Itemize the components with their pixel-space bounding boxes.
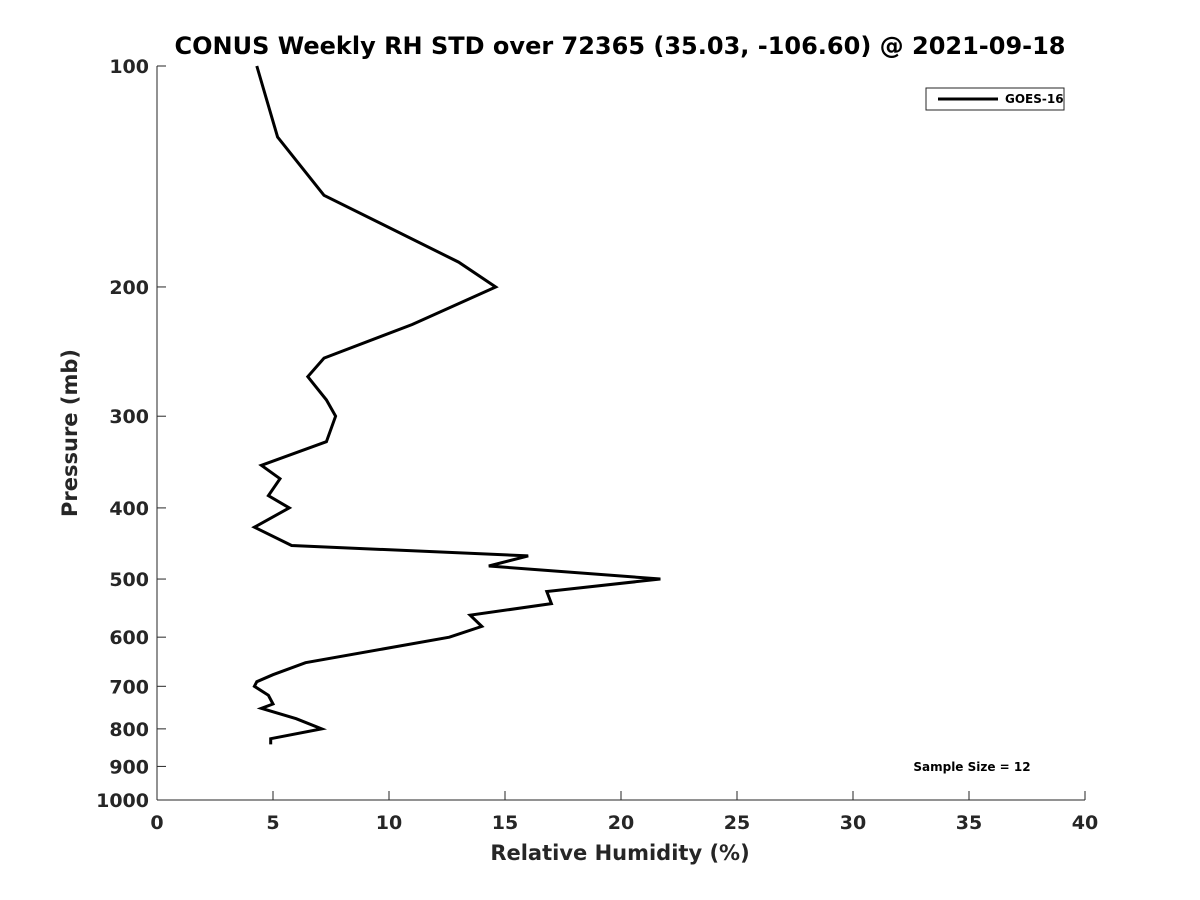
legend: GOES-16 bbox=[925, 87, 1065, 111]
series-layer bbox=[251, 65, 661, 745]
x-tick-label: 25 bbox=[724, 812, 750, 834]
x-tick-label: 35 bbox=[956, 812, 982, 834]
x-tick-label: 0 bbox=[150, 812, 163, 834]
plot-area-frame bbox=[157, 66, 1085, 800]
series-line-goes-16 bbox=[251, 65, 661, 745]
legend-entry-goes-16: GOES-16 bbox=[1005, 92, 1064, 106]
y-tick-label: 100 bbox=[109, 56, 149, 78]
x-tick-label: 5 bbox=[266, 812, 279, 834]
y-tick-label: 800 bbox=[109, 719, 149, 741]
x-tick-label: 40 bbox=[1072, 812, 1098, 834]
x-tick-label: 10 bbox=[376, 812, 402, 834]
x-tick-label: 20 bbox=[608, 812, 634, 834]
y-tick-label: 1000 bbox=[96, 790, 149, 812]
y-tick-label: 200 bbox=[109, 277, 149, 299]
x-tick-label: 15 bbox=[492, 812, 518, 834]
chart-title: CONUS Weekly RH STD over 72365 (35.03, -… bbox=[174, 32, 1065, 60]
y-tick-label: 500 bbox=[109, 569, 149, 591]
y-tick-label: 700 bbox=[109, 676, 149, 698]
y-tick-label: 300 bbox=[109, 406, 149, 428]
y-tick-label: 900 bbox=[109, 756, 149, 778]
x-axis: 0 5 10 15 20 25 30 35 40 bbox=[150, 791, 1098, 834]
y-axis-label: Pressure (mb) bbox=[58, 349, 82, 517]
x-tick-label: 30 bbox=[840, 812, 866, 834]
sample-size-annotation: Sample Size = 12 bbox=[913, 760, 1030, 774]
x-axis-label: Relative Humidity (%) bbox=[490, 841, 749, 865]
y-axis: 100 200 300 400 500 600 700 800 900 1000 bbox=[96, 56, 166, 812]
y-tick-label: 400 bbox=[109, 498, 149, 520]
y-tick-label: 600 bbox=[109, 627, 149, 649]
